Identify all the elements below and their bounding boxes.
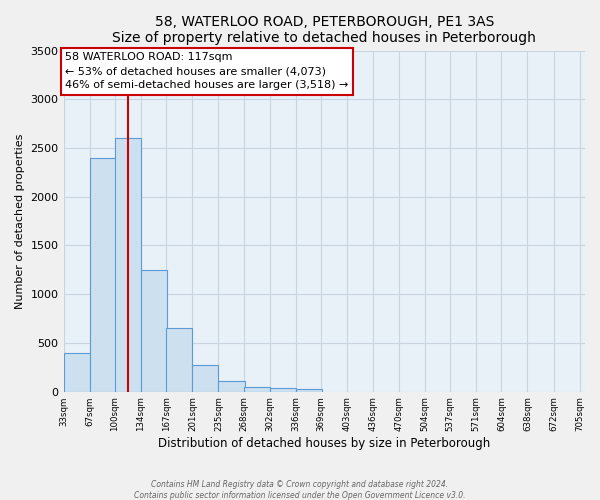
Y-axis label: Number of detached properties: Number of detached properties [15, 134, 25, 309]
Text: Contains HM Land Registry data © Crown copyright and database right 2024.
Contai: Contains HM Land Registry data © Crown c… [134, 480, 466, 500]
Bar [166, 328, 193, 392]
Bar [141, 270, 167, 392]
Bar [244, 387, 270, 392]
Bar [296, 389, 322, 392]
Bar [218, 381, 245, 392]
Text: 58 WATERLOO ROAD: 117sqm
← 53% of detached houses are smaller (4,073)
46% of sem: 58 WATERLOO ROAD: 117sqm ← 53% of detach… [65, 52, 349, 90]
X-axis label: Distribution of detached houses by size in Peterborough: Distribution of detached houses by size … [158, 437, 490, 450]
Bar [89, 158, 116, 392]
Bar [115, 138, 141, 392]
Title: 58, WATERLOO ROAD, PETERBOROUGH, PE1 3AS
Size of property relative to detached h: 58, WATERLOO ROAD, PETERBOROUGH, PE1 3AS… [112, 15, 536, 45]
Bar [64, 352, 89, 392]
Bar [193, 366, 218, 392]
Bar [270, 388, 296, 392]
